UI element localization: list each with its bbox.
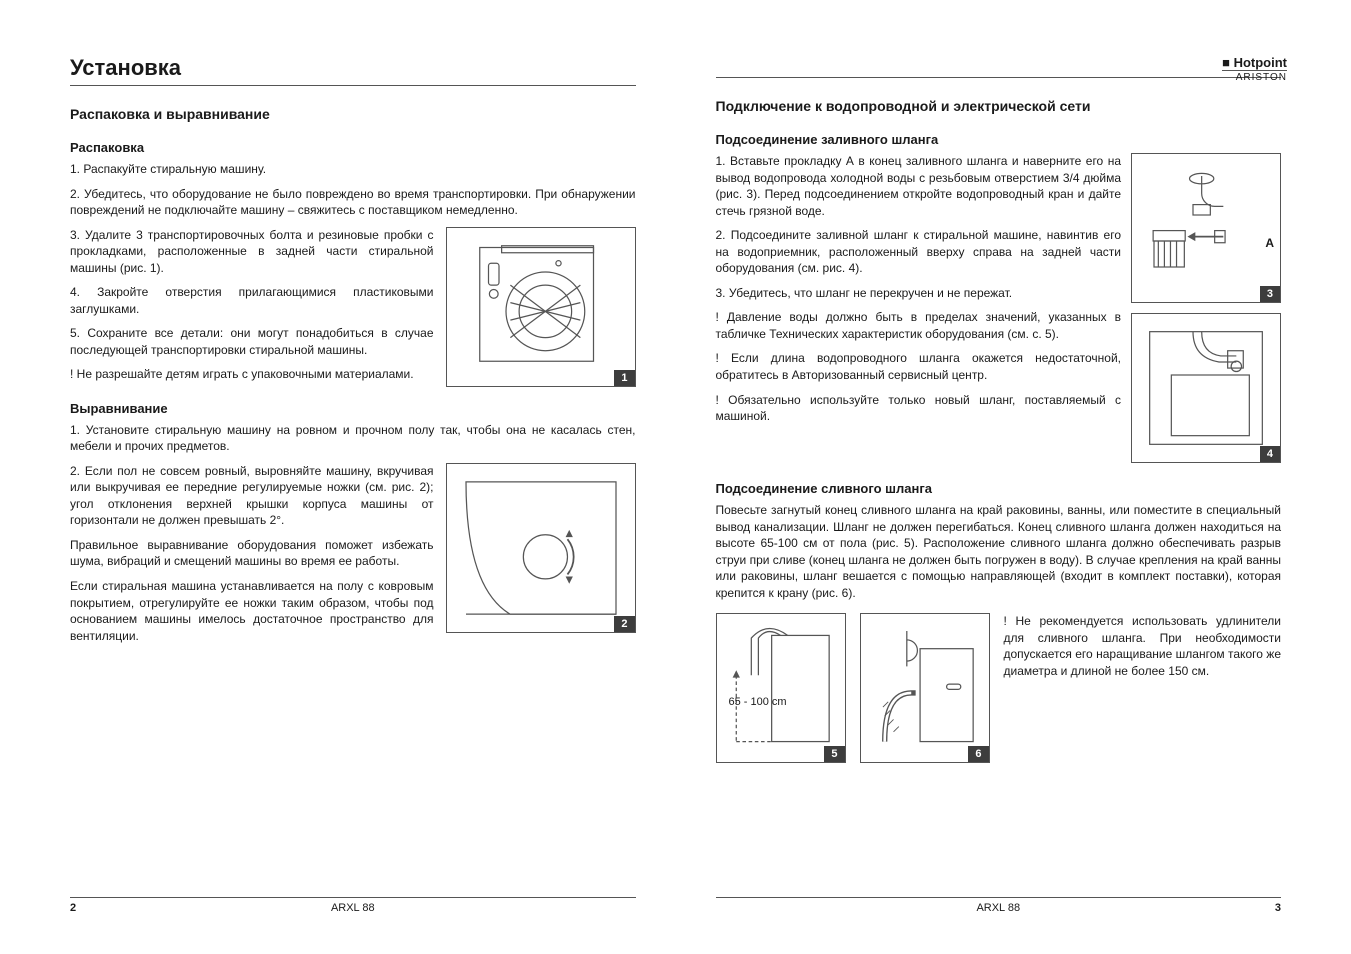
- para: 1. Установите стиральную машину на ровно…: [70, 422, 636, 455]
- title-rule: [70, 85, 636, 86]
- figure-number: 5: [824, 746, 844, 762]
- model-code: ARXL 88: [331, 902, 375, 914]
- page-number: 2: [70, 902, 76, 914]
- title-rule: [716, 77, 1282, 78]
- para: Повесьте загнутый конец сливного шланга …: [716, 502, 1282, 601]
- section-connect-heading: Подключение к водопроводной и электричес…: [716, 98, 1282, 114]
- warning: ! Не рекомендуется использовать удлините…: [1004, 613, 1282, 679]
- figure-number: 6: [968, 746, 988, 762]
- brand-line2: ARISTON: [1222, 70, 1287, 83]
- figure-3: A 3: [1131, 153, 1281, 303]
- footer-left: 2 ARXL 88: [70, 897, 636, 914]
- figure-1: 1: [446, 227, 636, 387]
- para: 2. Убедитесь, что оборудование не было п…: [70, 186, 636, 219]
- figure-number: 2: [614, 616, 634, 632]
- page-title: Установка: [70, 55, 636, 81]
- figure-number: 1: [614, 370, 634, 386]
- figure-5-label: 65 - 100 cm: [729, 696, 787, 708]
- figure-number: 4: [1260, 446, 1280, 462]
- subhead-unpack: Распаковка: [70, 140, 636, 155]
- figure-4: 4: [1131, 313, 1281, 463]
- figure-3-label-a: A: [1265, 236, 1274, 250]
- figure-6: 6: [860, 613, 990, 763]
- brand-logo: ■ Hotpoint ARISTON: [1222, 55, 1287, 83]
- subhead-drain: Подсоединение сливного шланга: [716, 481, 1282, 496]
- subhead-level: Выравнивание: [70, 401, 636, 416]
- page-number: 3: [1275, 902, 1281, 914]
- section-unpack-heading: Распаковка и выравнивание: [70, 106, 636, 122]
- figure-2: 2: [446, 463, 636, 633]
- footer-right: ARXL 88 3: [716, 897, 1282, 914]
- figure-5: 65 - 100 cm 5: [716, 613, 846, 763]
- model-code: ARXL 88: [976, 902, 1020, 914]
- para: 1. Распакуйте стиральную машину.: [70, 161, 636, 178]
- subhead-inlet: Подсоединение заливного шланга: [716, 132, 1282, 147]
- figure-number: 3: [1260, 286, 1280, 302]
- brand-line1: Hotpoint: [1234, 55, 1287, 70]
